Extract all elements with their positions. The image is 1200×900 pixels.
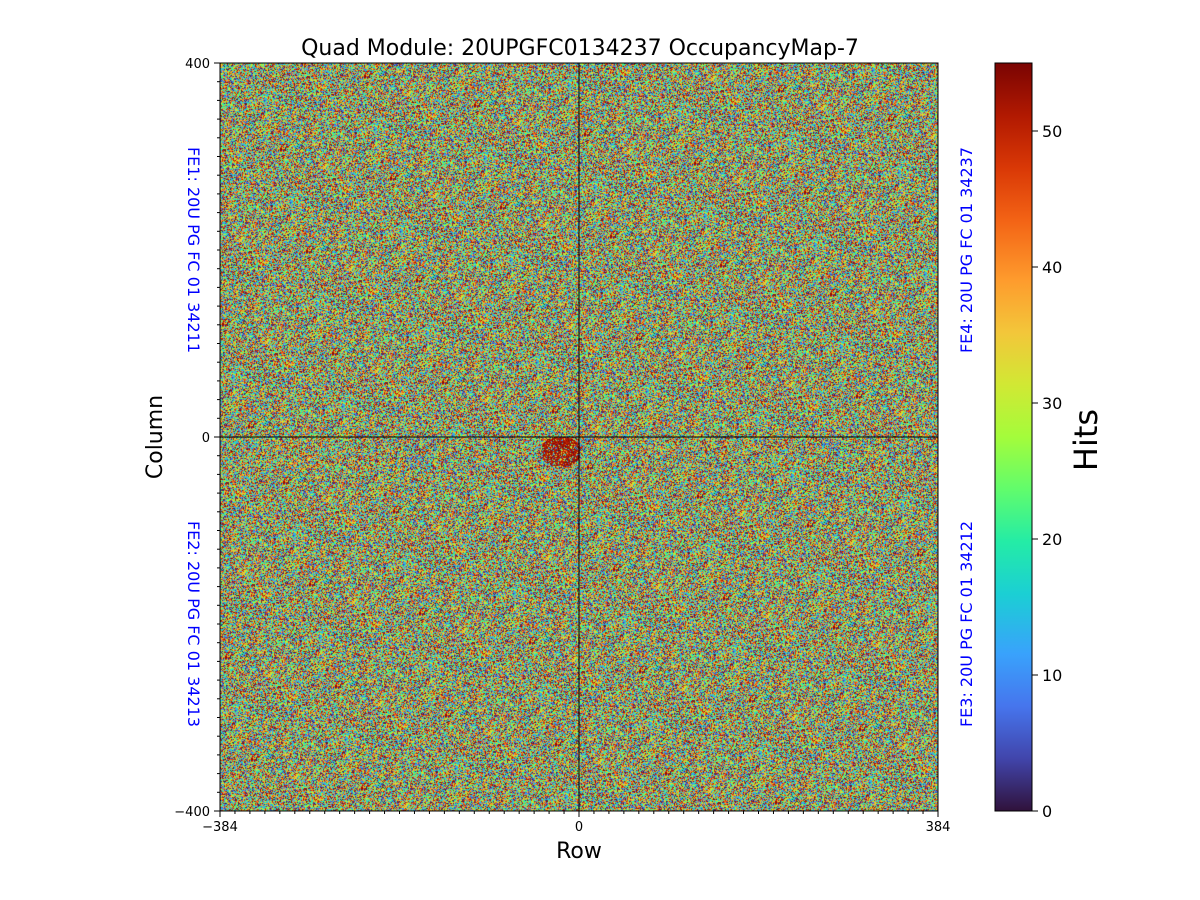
- colorbar-tick-label: 20: [1042, 530, 1062, 549]
- fe1-label: FE1: 20U PG FC 01 34211: [184, 147, 203, 353]
- colorbar-ticks: 0 10 20 30 40 50: [1032, 122, 1062, 821]
- y-tick-label-top: 400: [185, 57, 210, 72]
- fe3-label: FE3: 20U PG FC 01 34212: [957, 521, 976, 727]
- colorbar-tick-label: 30: [1042, 394, 1062, 413]
- y-tick-label-bottom: −400: [174, 805, 210, 820]
- x-tick-label-right: 384: [926, 820, 951, 835]
- colorbar-tick-label: 50: [1042, 122, 1062, 141]
- colorbar-tick-label: 40: [1042, 258, 1062, 277]
- x-axis-label: Row: [556, 839, 602, 864]
- y-axis-label: Column: [143, 395, 168, 479]
- colorbar: [994, 62, 1033, 812]
- fe4-label: FE4: 20U PG FC 01 34237: [957, 147, 976, 353]
- colorbar-tick-label: 0: [1042, 802, 1052, 821]
- minor-ticks: [217, 81, 924, 814]
- colorbar-label: Hits: [1067, 409, 1105, 471]
- fe2-label: FE2: 20U PG FC 01 34213: [184, 521, 203, 727]
- x-tick-label-mid: 0: [575, 820, 583, 835]
- colorbar-tick-label: 10: [1042, 666, 1062, 685]
- chart-title: Quad Module: 20UPGFC0134237 OccupancyMap…: [301, 36, 859, 61]
- major-ticks: [214, 62, 939, 817]
- y-tick-label-mid: 0: [202, 431, 210, 446]
- x-tick-label-left: −384: [202, 820, 238, 835]
